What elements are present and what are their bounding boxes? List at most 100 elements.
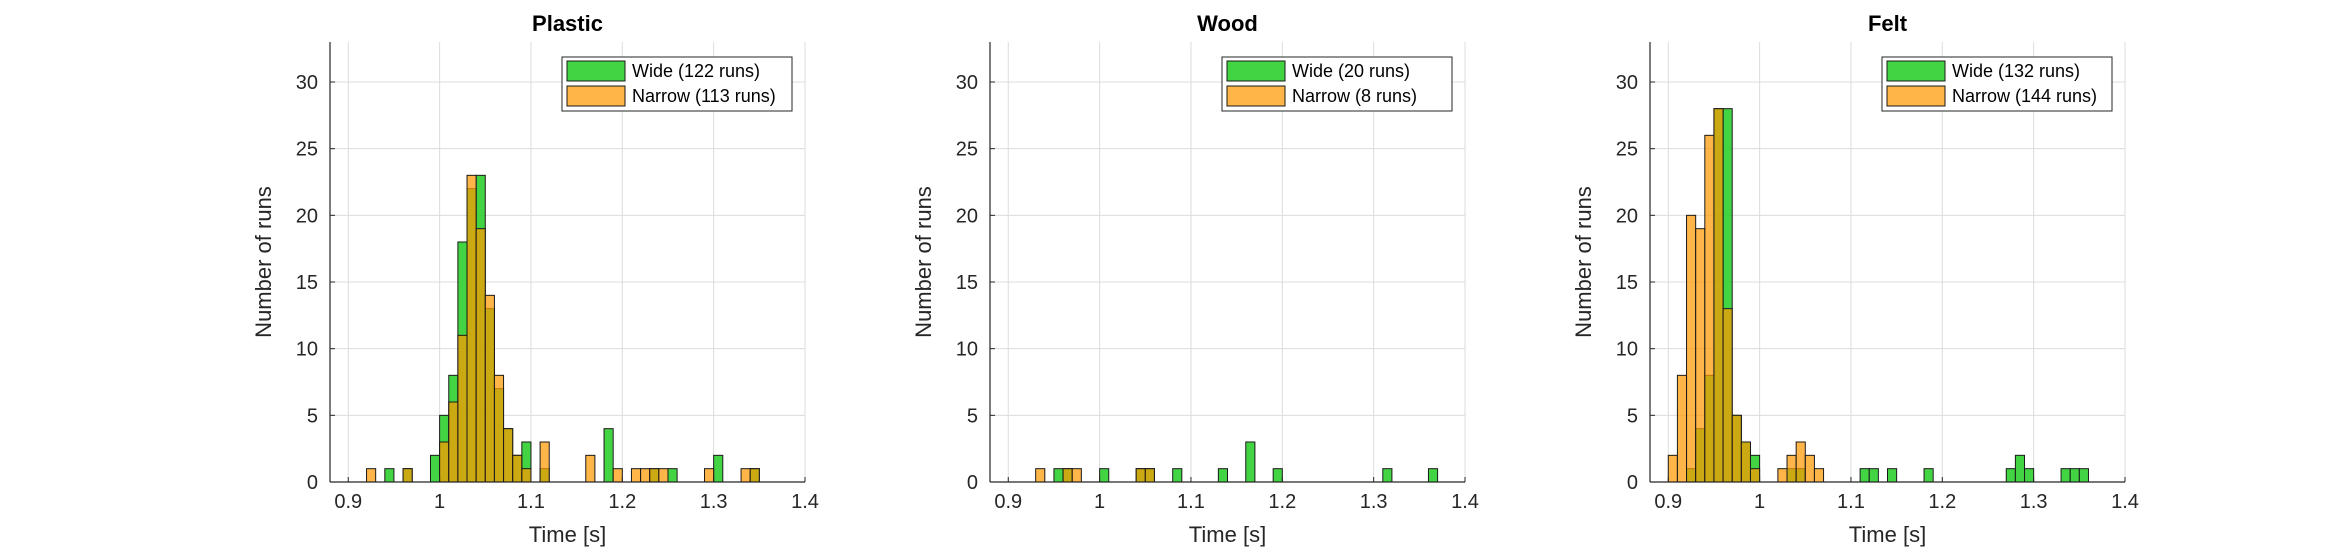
x-tick-label: 0.9	[1654, 491, 1682, 513]
wide-legend-swatch	[1226, 60, 1286, 82]
y-tick-label: 25	[296, 139, 318, 161]
narrow-bar	[1667, 454, 1678, 483]
wide-bar	[2005, 468, 2016, 483]
y-axis-label: Number of runs	[251, 186, 276, 338]
wide-bar	[1272, 468, 1283, 483]
narrow-bar	[1722, 308, 1733, 483]
y-tick-label: 15	[956, 272, 978, 294]
narrow-bar	[1686, 214, 1697, 483]
y-tick-label: 20	[1616, 205, 1638, 227]
x-tick-label: 0.9	[994, 491, 1022, 513]
x-tick-label: 0.9	[334, 491, 362, 513]
x-tick-label: 1.1	[1837, 491, 1865, 513]
narrow-bar	[612, 468, 623, 483]
x-tick-label: 1.4	[791, 491, 819, 513]
wide-bar	[603, 428, 614, 483]
narrow-bar	[585, 454, 596, 483]
plot-area	[990, 42, 1465, 482]
narrow-bar	[402, 468, 413, 483]
x-tick-label: 1.4	[1451, 491, 1479, 513]
narrow-bar	[493, 374, 505, 483]
chart-panel-plastic: 0.9 1 1.1 1.2 1.3 1.4 0 5 10 15 20 25 30 Plastic Time …	[251, 11, 819, 547]
x-tick-label: 1.3	[700, 491, 728, 513]
narrow-bar	[1704, 134, 1715, 483]
wide-legend-swatch	[566, 60, 626, 82]
narrow-bar	[457, 334, 468, 483]
narrow-bar	[475, 228, 486, 483]
x-tick-label: 1.4	[2111, 491, 2139, 513]
chart-panel-felt: 0.9 1 1.1 1.2 1.3 1.4 0 5 10 15 20 25 30 Felt Time [s]…	[1571, 11, 2139, 547]
wide-bar	[1887, 468, 1898, 483]
y-tick-label: 5	[967, 405, 978, 427]
narrow-bar	[1062, 468, 1073, 483]
wide-bar	[667, 468, 678, 483]
wide-bar	[2014, 454, 2026, 483]
x-tick-label: 1.1	[517, 491, 545, 513]
legend: Wide (132 runs) Narrow (144 runs)	[1881, 56, 2113, 112]
y-tick-label: 20	[296, 205, 318, 227]
y-tick-label: 30	[1616, 72, 1638, 94]
narrow-bar	[448, 401, 459, 483]
narrow-legend-label: Narrow (113 runs)	[632, 86, 776, 106]
narrow-bar	[1786, 454, 1797, 483]
y-tick-label: 10	[956, 339, 978, 361]
wide-bar	[1868, 468, 1879, 483]
y-tick-label: 5	[1627, 405, 1638, 427]
narrow-bar	[1813, 468, 1825, 483]
wide-bar	[1245, 441, 1256, 483]
narrow-legend-label: Narrow (8 runs)	[1292, 86, 1417, 106]
narrow-bar	[749, 468, 760, 483]
x-tick-label: 1.3	[1360, 491, 1388, 513]
narrow-bar	[366, 468, 377, 483]
y-tick-label: 0	[1627, 472, 1638, 494]
narrow-bar	[539, 441, 550, 483]
narrow-bar	[466, 174, 477, 483]
x-axis-label: Time [s]	[1189, 522, 1266, 547]
y-axis-label: Number of runs	[911, 186, 936, 338]
narrow-bar	[1144, 468, 1155, 483]
wide-bar	[1382, 468, 1393, 483]
narrow-bar	[521, 468, 532, 483]
x-tick-label: 1.2	[1928, 491, 1956, 513]
narrow-bar	[649, 468, 660, 483]
y-tick-label: 0	[307, 472, 318, 494]
x-axis-label: Time [s]	[529, 522, 606, 547]
wide-bar	[2024, 468, 2035, 483]
chart-title: Plastic	[532, 11, 603, 36]
narrow-bar	[512, 454, 523, 483]
narrow-bar	[503, 428, 514, 483]
wide-legend-label: Wide (122 runs)	[632, 61, 760, 81]
narrow-legend-swatch	[1226, 85, 1286, 107]
y-tick-label: 25	[1616, 139, 1638, 161]
wide-bar	[2060, 468, 2071, 483]
chart-panel-wood: 0.9 1 1.1 1.2 1.3 1.4 0 5 10 15 20 25 30 Wood Time [s]…	[911, 11, 1479, 547]
narrow-bar	[704, 468, 715, 483]
y-tick-label: 15	[1616, 272, 1638, 294]
legend: Wide (20 runs) Narrow (8 runs)	[1221, 56, 1453, 112]
y-tick-label: 25	[956, 139, 978, 161]
legend: Wide (122 runs) Narrow (113 runs)	[561, 56, 793, 112]
narrow-bar	[1135, 468, 1146, 483]
wide-bar	[1172, 468, 1183, 483]
narrow-bar	[1676, 374, 1688, 483]
wide-bar	[1217, 468, 1228, 483]
narrow-bar	[1695, 228, 1706, 483]
wide-legend-label: Wide (132 runs)	[1952, 61, 2080, 81]
narrow-bar	[630, 468, 642, 483]
x-tick-label: 1	[1094, 491, 1105, 513]
wide-bar	[1923, 468, 1934, 483]
wide-legend-swatch	[1886, 60, 1946, 82]
y-tick-label: 0	[967, 472, 978, 494]
y-tick-label: 30	[296, 72, 318, 94]
wide-bar	[1859, 468, 1870, 483]
narrow-bar	[439, 441, 450, 483]
wide-bar	[1427, 468, 1439, 483]
narrow-bar	[658, 468, 669, 483]
wide-bar	[1099, 468, 1110, 483]
narrow-legend-swatch	[1886, 85, 1946, 107]
wide-bar	[1053, 468, 1064, 483]
narrow-bar	[1804, 454, 1815, 483]
narrow-bar	[1740, 441, 1751, 483]
y-tick-label: 15	[296, 272, 318, 294]
